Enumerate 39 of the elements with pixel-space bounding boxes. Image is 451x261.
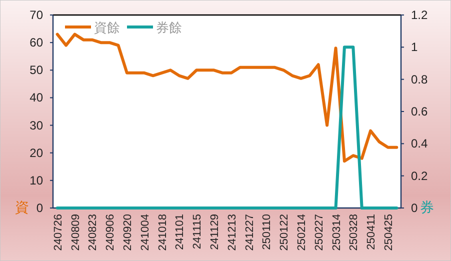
legend-label: 資餘 [94, 20, 120, 35]
y2-axis-title: 券 [420, 200, 434, 216]
y2-tick-label: 0 [411, 201, 418, 215]
legend-label: 券餘 [156, 20, 182, 35]
x-tick-label: 241115 [192, 214, 204, 250]
x-tick-label: 250328 [348, 214, 360, 251]
x-tick-label: 241129 [208, 214, 221, 250]
x-tick-label: 240726 [52, 214, 64, 251]
x-tick-label: 240809 [70, 214, 82, 251]
x-tick-label: 250122 [278, 214, 291, 251]
x-tick-label: 241018 [156, 214, 169, 251]
y-axis-title: 資 [15, 200, 29, 216]
y-tick-label: 60 [30, 36, 44, 50]
y-tick-label: 20 [30, 146, 44, 160]
y2-tick-label: 0.4 [411, 136, 428, 151]
y-tick-label: 0 [36, 201, 44, 215]
y2-tick-label: 0.6 [411, 104, 428, 118]
x-tick-label: 240920 [122, 214, 134, 251]
x-tick-label: 250214 [296, 214, 308, 251]
y-tick-label: 70 [30, 8, 44, 22]
x-tick-label: 241227 [244, 214, 256, 251]
x-tick-label: 240906 [104, 214, 117, 251]
y2-tick-label: 1.2 [411, 8, 428, 22]
x-tick-label: 240823 [87, 214, 100, 251]
y-tick-label: 30 [30, 118, 44, 132]
y-tick-label: 10 [30, 173, 44, 188]
y2-tick-label: 0.2 [411, 168, 428, 183]
y2-tick-label: 0.8 [411, 72, 428, 86]
x-tick-label: 241004 [139, 214, 152, 251]
y2-tick-label: 1 [411, 40, 418, 54]
x-tick-label: 250110 [261, 214, 274, 250]
x-tick-label: 250411 [366, 214, 378, 250]
x-tick-label: 241213 [226, 214, 238, 251]
x-tick-label: 250425 [382, 214, 395, 251]
x-tick-label: 250227 [313, 214, 326, 251]
y-tick-label: 50 [30, 63, 44, 78]
x-tick-label: 250314 [330, 214, 343, 251]
x-tick-label: 241101 [174, 214, 186, 250]
y-tick-label: 40 [30, 90, 44, 105]
